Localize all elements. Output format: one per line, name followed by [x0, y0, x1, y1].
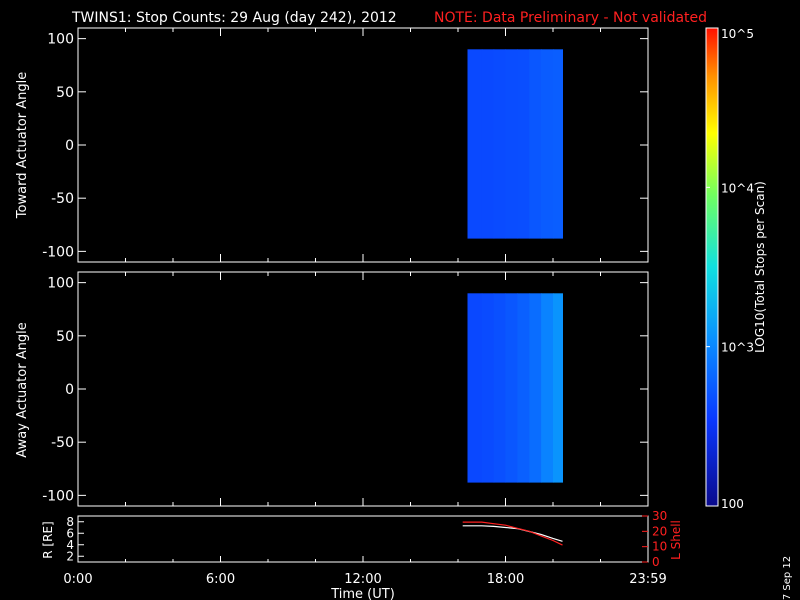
- heatmap-column: [467, 293, 483, 483]
- toward-y-axis: 100 50 0 -50 -100: [42, 32, 648, 260]
- y-tick-label: 30: [652, 509, 667, 523]
- y-tick-label: 50: [56, 329, 74, 345]
- heatmap-column: [505, 49, 518, 239]
- y-tick-label: 2: [66, 549, 74, 563]
- y-tick-label: 4: [66, 538, 74, 552]
- y-tick-label: 100: [47, 276, 74, 292]
- y-tick-label: 0: [652, 555, 660, 569]
- away-x-ticks: [77, 272, 649, 506]
- heatmap-column: [493, 293, 506, 483]
- y-tick-label: 50: [56, 85, 74, 101]
- heatmap-column: [505, 293, 518, 483]
- y-tick-label: -50: [51, 191, 74, 207]
- time-axis: 0:00 6:00 12:00 18:00 23:59: [63, 556, 667, 587]
- heatmap-column: [517, 293, 530, 483]
- time-axis-label: Time (UT): [330, 587, 395, 600]
- away-heatmap: [467, 293, 563, 483]
- y-tick-label: -50: [51, 435, 74, 451]
- preliminary-note: NOTE: Data Preliminary - Not validated: [434, 10, 707, 26]
- colorbar-tick-label: 10^4: [721, 181, 754, 195]
- toward-heatmap: [467, 49, 563, 239]
- x-tick-label: 18:00: [487, 572, 524, 587]
- toward-y-label: Toward Actuator Angle: [15, 72, 30, 219]
- generation-date: 7 Sep 12: [782, 556, 793, 600]
- y-tick-label: 8: [66, 515, 74, 529]
- toward-panel: 100 50 0 -50 -100 Toward Actuator Angle: [15, 27, 649, 263]
- y-tick-label: 100: [47, 32, 74, 48]
- colorbar-tick-label: 100: [721, 497, 744, 511]
- radius-axis-label: R [RE]: [41, 521, 55, 558]
- heatmap-column: [553, 49, 563, 239]
- heatmap-column: [541, 293, 554, 483]
- lshell-axis-label: L Shell: [669, 520, 683, 560]
- ephemeris-lines: [462, 521, 563, 546]
- heatmap-column: [467, 49, 483, 239]
- colorbar: 10^5 10^4 10^3 100 LOG10(Total Stops per Sc…: [705, 27, 767, 511]
- y-tick-label: -100: [42, 244, 74, 260]
- heatmap-column: [553, 293, 563, 483]
- lshell-line: [462, 521, 563, 546]
- colorbar-tick-label: 10^3: [721, 341, 754, 355]
- y-tick-label: -100: [42, 488, 74, 504]
- heatmap-column: [529, 293, 542, 483]
- heatmap-column: [481, 49, 495, 239]
- y-tick-label: 20: [652, 524, 667, 538]
- x-tick-label: 23:59: [629, 572, 666, 587]
- heatmap-column: [517, 49, 530, 239]
- ephemeris-panel-frame: [77, 515, 649, 563]
- colorbar-tick-label: 10^5: [721, 27, 754, 41]
- away-panel: 100 50 0 -50 -100 Away Actuator Angle: [15, 271, 649, 507]
- heatmap-column: [493, 49, 506, 239]
- x-tick-label: 6:00: [206, 572, 235, 587]
- colorbar-gradient: [705, 27, 719, 507]
- x-tick-label: 0:00: [63, 572, 92, 587]
- x-tick-label: 12:00: [344, 572, 381, 587]
- colorbar-label: LOG10(Total Stops per Scan): [753, 181, 767, 353]
- away-y-axis: 100 50 0 -50 -100: [42, 276, 648, 504]
- away-y-label: Away Actuator Angle: [15, 322, 30, 457]
- toward-x-ticks: [77, 28, 649, 262]
- heatmap-column: [541, 49, 554, 239]
- y-tick-label: 0: [65, 138, 74, 154]
- colorbar-ticks: 10^5 10^4 10^3 100: [706, 27, 754, 511]
- heatmap-column: [481, 293, 495, 483]
- y-tick-label: 0: [65, 382, 74, 398]
- heatmap-column: [529, 49, 542, 239]
- y-tick-label: 6: [66, 526, 74, 540]
- figure-title: TWINS1: Stop Counts: 29 Aug (day 242), 2…: [71, 10, 397, 26]
- y-tick-label: 10: [652, 540, 667, 554]
